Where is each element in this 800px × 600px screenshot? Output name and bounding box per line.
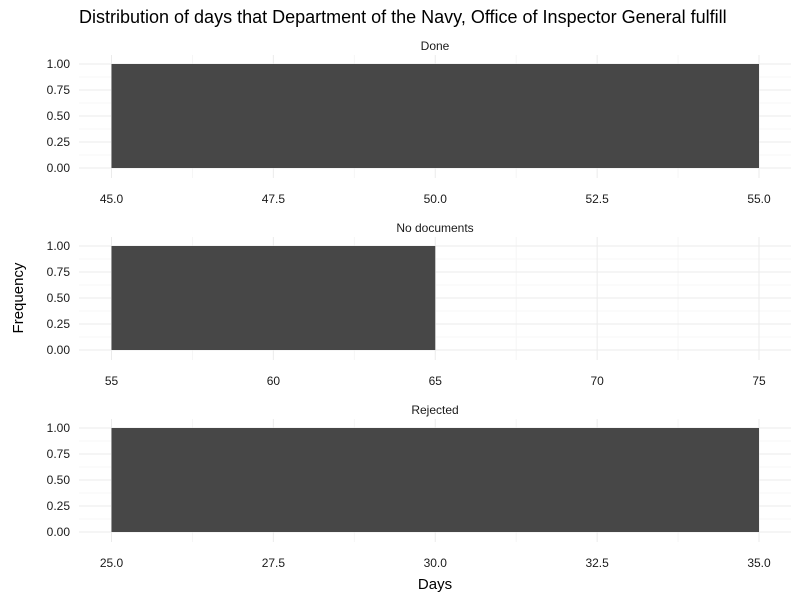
x-tick-label: 27.5 [262,556,286,570]
facet-panel: Rejected 0.00 0.25 0.50 0.75 1.00 25.0 27.5 30.0… [47,403,791,570]
histogram-bar [111,64,759,168]
x-tick-label: 30.0 [424,556,448,570]
y-tick-label: 0.25 [47,499,71,513]
y-tick-label: 1.00 [47,57,71,71]
x-tick-label: 70 [590,374,604,388]
x-tick-label: 65 [429,374,443,388]
y-tick-label: 0.00 [47,161,71,175]
x-tick-label: 35.0 [747,556,771,570]
facet-strip-label: Done [421,39,450,53]
x-tick-label: 32.5 [585,556,609,570]
y-tick-label: 1.00 [47,421,71,435]
facet-strip-label: No documents [396,221,473,235]
y-tick-label: 0.00 [47,525,71,539]
x-tick-label: 25.0 [100,556,124,570]
y-tick-label: 1.00 [47,239,71,253]
y-tick-label: 0.50 [47,473,71,487]
chart-title: Distribution of days that Department of … [79,7,727,27]
y-axis-label: Frequency [10,262,27,333]
y-tick-label: 0.25 [47,317,71,331]
facet-panel: Done 0.00 0.25 0.50 0.75 1.00 45.0 47.5 50.0 52.5… [47,39,791,206]
x-tick-label: 52.5 [585,192,609,206]
x-tick-label: 55.0 [747,192,771,206]
y-tick-label: 0.25 [47,135,71,149]
x-tick-label: 75 [752,374,766,388]
y-tick-label: 0.75 [47,447,71,461]
facet-strip-label: Rejected [411,403,458,417]
y-tick-label: 0.00 [47,343,71,357]
x-axis-label: Days [418,576,452,593]
x-tick-label: 55 [105,374,119,388]
y-tick-label: 0.50 [47,109,71,123]
x-tick-label: 60 [267,374,281,388]
y-tick-label: 0.75 [47,265,71,279]
x-tick-label: 45.0 [100,192,124,206]
facet-panels: Done 0.00 0.25 0.50 0.75 1.00 45.0 47.5 50.0 52.5… [47,39,791,570]
x-tick-label: 47.5 [262,192,286,206]
y-tick-label: 0.75 [47,83,71,97]
histogram-bar [111,428,759,532]
facet-panel: No documents 0.00 0.25 0.50 0.75 1.00 55 60 65 70… [47,221,791,388]
histogram-bar [111,246,436,350]
x-tick-label: 50.0 [424,192,448,206]
y-tick-label: 0.50 [47,291,71,305]
